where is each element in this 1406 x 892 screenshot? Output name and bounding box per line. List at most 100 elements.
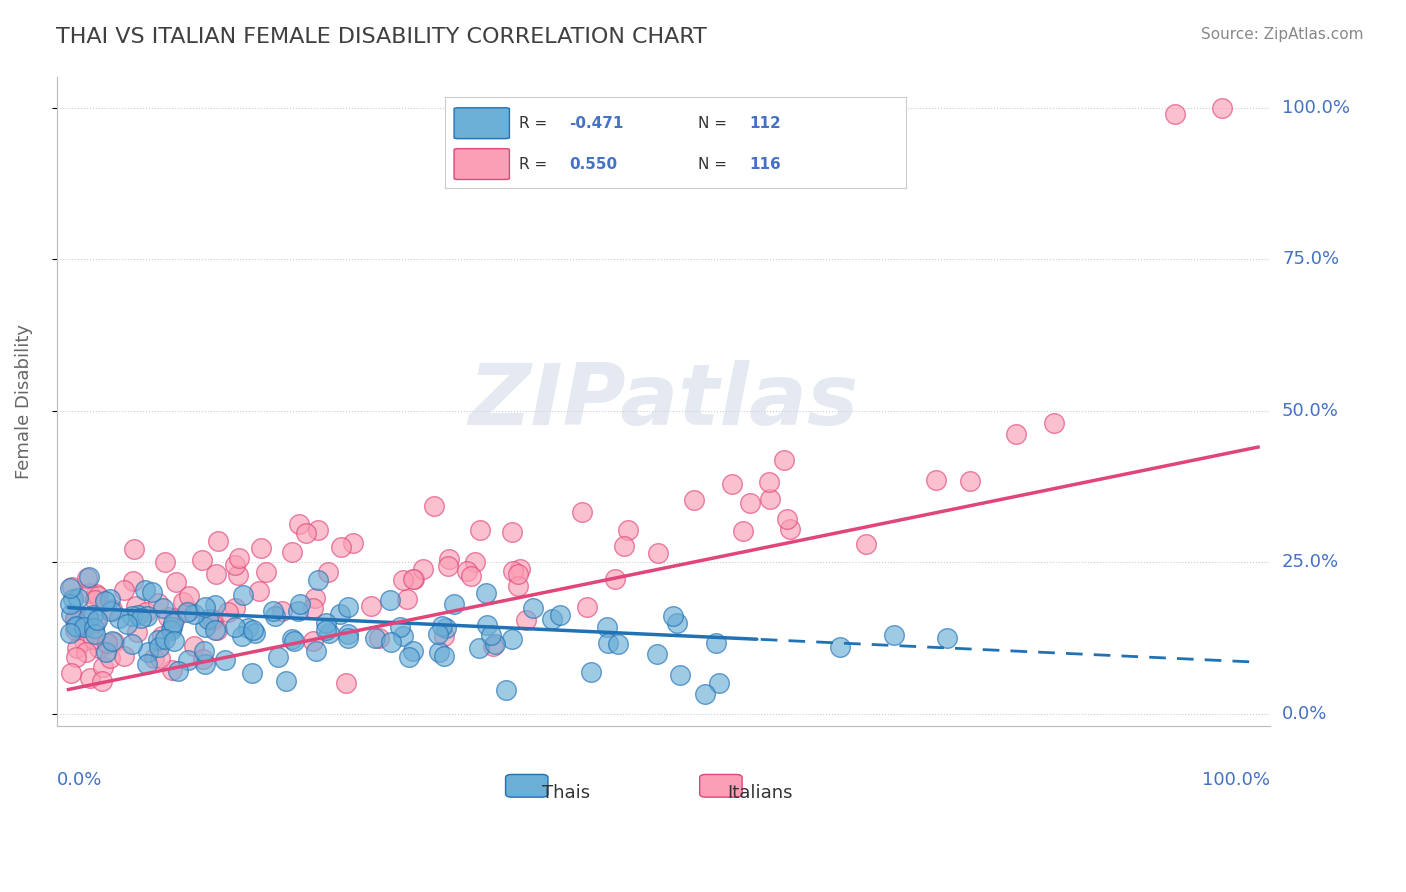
Thais: [134, 582, 156, 597]
Italians: [149, 650, 172, 665]
Italians: [75, 611, 97, 625]
Italians: [124, 599, 146, 613]
Thais: [433, 648, 456, 663]
Thais: [262, 604, 284, 618]
Thais: [240, 666, 263, 681]
Italians: [773, 453, 796, 467]
Thais: [238, 621, 260, 635]
Thais: [176, 653, 198, 667]
Thais: [388, 620, 411, 634]
Thais: [581, 665, 603, 679]
Text: Thais: Thais: [543, 784, 591, 802]
Thais: [232, 588, 254, 602]
Thais: [194, 657, 217, 671]
Thais: [276, 673, 298, 688]
Thais: [315, 616, 337, 631]
Thais: [669, 668, 692, 682]
Italians: [179, 604, 201, 618]
Italians: [392, 573, 415, 587]
Italians: [250, 541, 273, 555]
Italians: [335, 676, 357, 690]
Italians: [508, 579, 530, 593]
Italians: [207, 534, 229, 549]
Italians: [571, 505, 593, 519]
Italians: [506, 567, 529, 582]
Thais: [129, 610, 152, 624]
Thais: [307, 573, 329, 587]
Thais: [152, 601, 174, 615]
Italians: [152, 630, 174, 644]
Italians: [301, 634, 323, 648]
Italians: [156, 609, 179, 624]
Italians: [617, 523, 640, 537]
Thais: [160, 620, 183, 634]
Thais: [163, 634, 186, 648]
Text: 100.0%: 100.0%: [1202, 772, 1270, 789]
Thais: [704, 635, 727, 649]
Thais: [59, 626, 82, 640]
Italians: [77, 585, 100, 599]
Thais: [65, 619, 87, 633]
Italians: [855, 537, 877, 551]
Thais: [127, 607, 149, 622]
Thais: [166, 664, 188, 678]
Thais: [479, 628, 502, 642]
Italians: [60, 580, 83, 594]
Thais: [283, 633, 305, 648]
Thais: [245, 626, 267, 640]
Text: Source: ZipAtlas.com: Source: ZipAtlas.com: [1201, 27, 1364, 42]
Thais: [329, 607, 352, 622]
Italians: [482, 639, 505, 653]
Thais: [443, 597, 465, 611]
Thais: [101, 633, 124, 648]
Text: ZIPatlas: ZIPatlas: [468, 360, 859, 443]
Thais: [194, 620, 217, 634]
Thais: [136, 609, 159, 624]
Thais: [315, 624, 337, 638]
Italians: [160, 664, 183, 678]
Italians: [172, 595, 194, 609]
Italians: [254, 565, 277, 579]
Italians: [925, 473, 948, 487]
Thais: [148, 640, 170, 654]
Thais: [231, 629, 253, 643]
Italians: [247, 584, 270, 599]
Italians: [360, 599, 382, 613]
Italians: [226, 568, 249, 582]
Text: 25.0%: 25.0%: [1282, 553, 1339, 571]
Thais: [59, 581, 82, 595]
Italians: [682, 492, 704, 507]
Italians: [281, 544, 304, 558]
Thais: [647, 647, 669, 661]
Italians: [423, 500, 446, 514]
Thais: [224, 620, 246, 634]
Italians: [201, 612, 224, 626]
FancyBboxPatch shape: [506, 774, 548, 797]
Thais: [115, 617, 138, 632]
Thais: [434, 621, 457, 635]
Italians: [515, 613, 537, 627]
Text: THAI VS ITALIAN FEMALE DISABILITY CORRELATION CHART: THAI VS ITALIAN FEMALE DISABILITY CORREL…: [56, 27, 707, 46]
Italians: [721, 477, 744, 491]
Thais: [475, 586, 498, 600]
Thais: [183, 607, 205, 621]
Italians: [1005, 427, 1028, 442]
Italians: [135, 606, 157, 620]
Thais: [176, 605, 198, 619]
Thais: [318, 626, 340, 640]
Y-axis label: Female Disability: Female Disability: [15, 324, 32, 479]
Italians: [396, 591, 419, 606]
Thais: [83, 621, 105, 635]
Text: Italians: Italians: [727, 784, 793, 802]
Italians: [84, 593, 107, 607]
Text: 50.0%: 50.0%: [1282, 401, 1339, 420]
Thais: [477, 618, 499, 632]
Italians: [177, 590, 200, 604]
Italians: [316, 565, 339, 579]
Italians: [153, 556, 176, 570]
Italians: [96, 636, 118, 650]
Thais: [204, 598, 226, 612]
Thais: [107, 611, 129, 625]
Italians: [163, 610, 186, 624]
Italians: [304, 591, 326, 605]
